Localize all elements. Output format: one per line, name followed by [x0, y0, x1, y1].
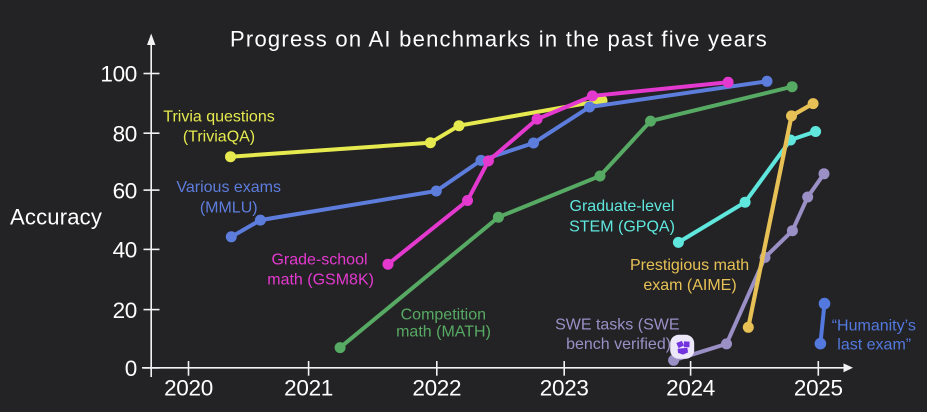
svg-text:“Humanity’s: “Humanity’s: [832, 318, 916, 335]
svg-text:Accuracy: Accuracy: [10, 205, 102, 230]
svg-text:exam (AIME): exam (AIME): [643, 277, 736, 294]
svg-text:2024: 2024: [666, 375, 715, 400]
svg-text:0: 0: [125, 356, 137, 381]
svg-text:last exam”: last exam”: [837, 336, 911, 353]
svg-text:Trivia questions: Trivia questions: [163, 108, 274, 125]
svg-text:80: 80: [113, 121, 137, 146]
svg-text:(TriviaQA): (TriviaQA): [183, 128, 255, 145]
svg-text:Competition: Competition: [401, 307, 486, 324]
svg-text:2022: 2022: [412, 375, 461, 400]
svg-text:SWE tasks (SWE: SWE tasks (SWE: [555, 317, 679, 334]
svg-text:2023: 2023: [540, 375, 589, 400]
svg-text:60: 60: [113, 178, 137, 203]
svg-text:2021: 2021: [284, 375, 333, 400]
svg-text:math (GSM8K): math (GSM8K): [267, 271, 374, 288]
svg-text:Prestigious math: Prestigious math: [630, 257, 749, 274]
svg-text:2020: 2020: [164, 375, 213, 400]
svg-text:Grade-school: Grade-school: [271, 252, 367, 269]
svg-text:math (MATH): math (MATH): [396, 324, 491, 341]
svg-text:20: 20: [113, 298, 137, 323]
svg-text:Graduate-level: Graduate-level: [570, 198, 675, 215]
svg-text:STEM (GPQA): STEM (GPQA): [569, 218, 675, 235]
svg-text:Progress on AI benchmarks in t: Progress on AI benchmarks in the past fi…: [230, 26, 768, 51]
svg-text:2025: 2025: [794, 375, 843, 400]
svg-text:100: 100: [100, 62, 137, 87]
svg-text:bench verified): bench verified): [566, 336, 671, 353]
svg-text:40: 40: [113, 238, 137, 263]
svg-text:(MMLU): (MMLU): [200, 199, 258, 216]
svg-text:Various exams: Various exams: [176, 179, 281, 196]
